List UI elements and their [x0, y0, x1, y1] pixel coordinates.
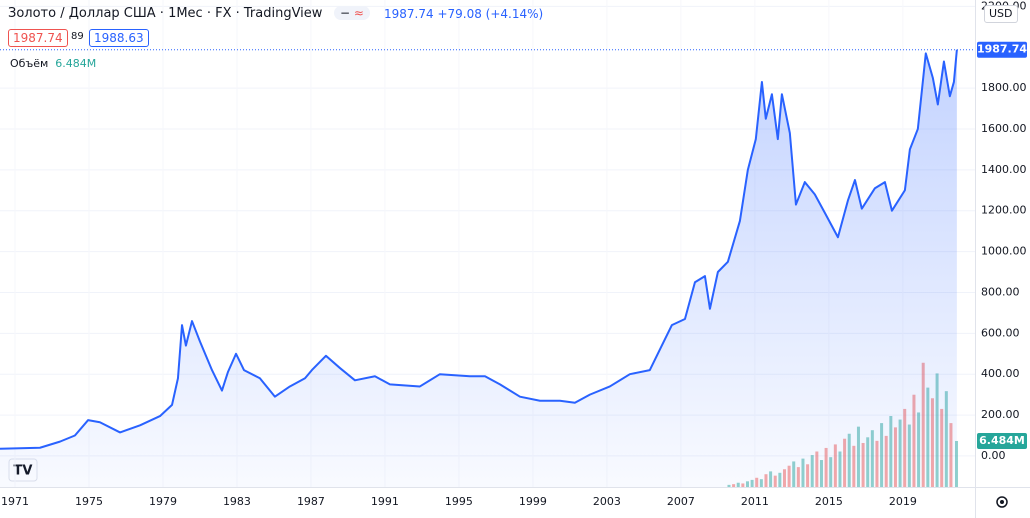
header-price: 1987.74 +79.08 (+4.14%) — [384, 7, 543, 21]
area-fill — [0, 49, 957, 488]
y-tick-label: 1600.00 — [981, 122, 1027, 135]
x-tick-label: 1991 — [371, 495, 399, 508]
volume-title: Объём — [10, 57, 49, 70]
volume-legend: Объём 6.484M — [10, 57, 96, 70]
y-tick-label: 800.00 — [981, 285, 1020, 298]
plot — [0, 5, 975, 488]
y-tick-label: 200.00 — [981, 408, 1020, 421]
y-tick-label: 1400.00 — [981, 163, 1027, 176]
price-line — [0, 49, 958, 450]
x-tick-label: 1995 — [445, 495, 473, 508]
x-tick-label: 2003 — [593, 495, 621, 508]
x-tick-label: 2011 — [741, 495, 769, 508]
indicator-pill[interactable]: − ≈ — [334, 6, 370, 20]
ask-box[interactable]: 1988.63 — [89, 29, 149, 47]
title: Золото / Доллар США · 1Мес · FX · Tradin… — [8, 6, 323, 21]
x-tick-label: 1983 — [223, 495, 251, 508]
x-tick-label: 2007 — [667, 495, 695, 508]
spread: 89 — [71, 31, 84, 42]
settings-icon[interactable] — [996, 496, 1008, 508]
change: +79.08 (+4.14%) — [437, 7, 544, 21]
y-tick-label: 0.00 — [981, 449, 1006, 462]
x-tick-label: 1979 — [149, 495, 177, 508]
price-tag-label: 1987.74 — [977, 43, 1027, 56]
x-tick-label: 1999 — [519, 495, 547, 508]
volume-tag-label: 6.484M — [979, 434, 1025, 447]
bid-box[interactable]: 1987.74 — [8, 29, 68, 47]
price: 1987.74 — [384, 7, 434, 21]
volume-tag — [977, 432, 1027, 449]
y-tick-label: 400.00 — [981, 367, 1020, 380]
price-tag — [977, 41, 1027, 58]
volume-value: 6.484M — [55, 57, 97, 70]
x-tick-label: 1975 — [75, 495, 103, 508]
y-tick-label: 1800.00 — [981, 81, 1027, 94]
x-tick-label: 2019 — [889, 495, 917, 508]
x-tick-label: 1971 — [1, 495, 29, 508]
y-tick-label: 1200.00 — [981, 204, 1027, 217]
currency-button[interactable]: USD — [984, 5, 1018, 23]
x-tick-label: 1987 — [297, 495, 325, 508]
y-tick-label: 600.00 — [981, 326, 1020, 339]
x-tick-label: 2015 — [815, 495, 843, 508]
y-tick-label: 1000.00 — [981, 245, 1027, 258]
